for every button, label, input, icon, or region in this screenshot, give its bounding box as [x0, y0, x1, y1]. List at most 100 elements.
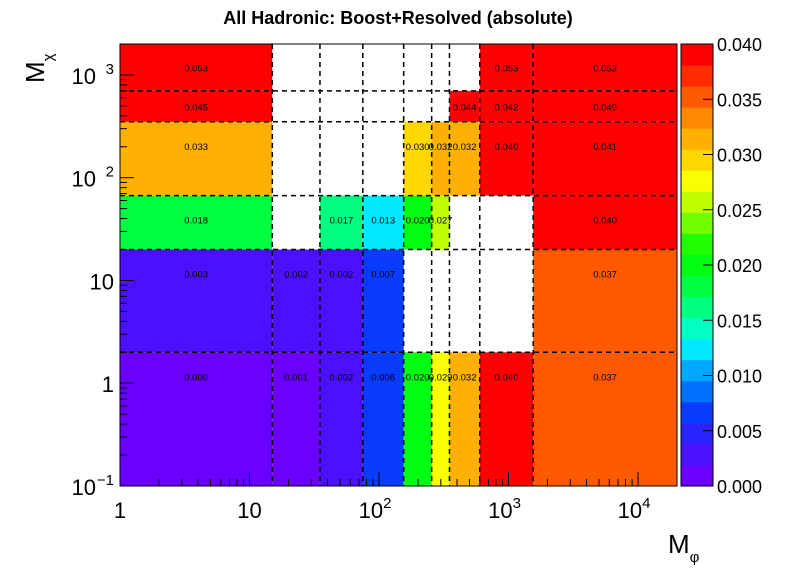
y-tick-label: 10	[72, 167, 96, 192]
cell-value-label: 0.020	[406, 216, 430, 227]
colorbar-swatch	[681, 44, 713, 66]
heatmap-cell	[120, 90, 273, 122]
colorbar-swatch	[681, 275, 713, 298]
heatmap-cell	[120, 44, 273, 91]
y-tick-label: 1	[102, 372, 114, 397]
heatmap-cells	[120, 44, 677, 486]
y-axis-label: Mχ	[20, 53, 57, 83]
colorbar-swatch	[681, 443, 713, 466]
heatmap-cell	[479, 121, 534, 196]
cell-value-label: 0.045	[184, 102, 208, 113]
heatmap-cell	[431, 195, 450, 250]
heatmap-cell	[533, 121, 677, 196]
colorbar-swatch	[681, 86, 713, 108]
x-tick-label: 1	[114, 498, 126, 523]
x-tick-label: 10	[237, 498, 261, 523]
heatmap-cell	[362, 195, 404, 250]
colorbar-swatch	[681, 212, 713, 234]
colorbar-tick-label: 0.040	[717, 35, 762, 55]
x-tick-label: 104	[618, 495, 651, 523]
plot-frame	[119, 43, 678, 487]
cell-value-label: 0.002	[330, 372, 354, 383]
colorbar-swatch	[681, 338, 713, 361]
heatmap-cell	[449, 352, 480, 486]
heatmap-cell	[431, 121, 450, 196]
cell-value-label: 0.013	[371, 216, 395, 227]
heatmap-cell	[403, 352, 432, 486]
heatmap-cell	[120, 195, 273, 250]
cell-value-label: 0.007	[371, 270, 395, 281]
colorbar-tick-label: 0.030	[717, 146, 762, 166]
cell-value-label: 0.053	[495, 63, 519, 74]
colorbar-tick-label: 0.015	[717, 311, 762, 331]
heatmap-cell	[362, 352, 404, 486]
colorbar-swatch	[681, 422, 713, 445]
colorbar-swatch	[681, 65, 713, 87]
colorbar-swatch	[681, 191, 713, 213]
heatmap-cell	[533, 44, 677, 91]
cell-value-label: 0.044	[453, 102, 477, 113]
x-tick-label: 102	[359, 495, 392, 523]
chart-title: All Hadronic: Boost+Resolved (absolute)	[223, 8, 573, 28]
cell-value-label: 0.037	[593, 372, 617, 383]
heatmap-cell	[449, 90, 480, 122]
cell-value-label: 0.053	[593, 63, 617, 74]
colorbar-swatch	[681, 233, 713, 255]
heatmap-cell	[272, 249, 320, 353]
heatmap-cell	[319, 195, 363, 250]
colorbar-tick-label: 0.010	[717, 367, 762, 387]
cell-value-label: 0.003	[184, 270, 208, 281]
colorbar-swatch	[681, 464, 713, 487]
heatmap-cell	[362, 249, 404, 353]
heatmap-cell	[479, 90, 534, 122]
y-tick-exponent: −1	[97, 472, 114, 489]
cell-value-label: 0.040	[593, 216, 617, 227]
x-tick-label: 103	[488, 495, 521, 523]
cell-value-label: 0.033	[184, 142, 208, 153]
heatmap-cell	[120, 352, 273, 486]
heatmap-cell	[479, 352, 534, 486]
colorbar-tick-label: 0.035	[717, 90, 762, 110]
cell-value-label: 0.030	[406, 142, 430, 153]
heatmap-cell	[403, 121, 432, 196]
y-tick-exponent: 2	[106, 164, 114, 181]
cell-value-label: 0.032	[453, 142, 477, 153]
colorbar-swatch	[681, 149, 713, 171]
cell-value-label: 0.037	[593, 270, 617, 281]
y-tick-label: 10	[90, 269, 114, 294]
colorbar-swatch	[681, 317, 713, 340]
color-scale: 0.000 0.005 0.010 0.015 0.020 0.025 0.030 0.035…	[680, 35, 762, 497]
heatmap-cell	[272, 352, 320, 486]
cell-value-label: 0.027	[429, 216, 453, 227]
heatmap-cell	[449, 121, 480, 196]
colorbar-swatch	[681, 380, 713, 403]
heatmap-cell	[479, 44, 534, 91]
y-tick-label: 10	[72, 64, 96, 89]
colorbar-tick-label: 0.025	[717, 201, 762, 221]
colorbar-tick-label: 0.000	[717, 477, 762, 497]
cell-value-labels: 0.000 0.001 0.002 0.006 0.020 0.029 0.032 0.040…	[184, 63, 617, 383]
cell-value-label: 0.040	[495, 372, 519, 383]
y-tick-label: 10	[72, 475, 96, 500]
heatmap-cell	[431, 352, 450, 486]
colorbar-swatch	[681, 254, 713, 277]
cell-value-label: 0.029	[429, 372, 453, 383]
colorbar-tick-label: 0.020	[717, 256, 762, 276]
heatmap-cell	[120, 249, 273, 353]
cell-value-label: 0.042	[495, 102, 519, 113]
cell-value-label: 0.002	[284, 270, 308, 281]
heatmap-cell	[319, 249, 363, 353]
cell-value-label: 0.001	[284, 372, 308, 383]
cell-value-label: 0.049	[593, 102, 617, 113]
heatmap-cell	[533, 90, 677, 122]
cell-value-label: 0.053	[184, 63, 208, 74]
cell-value-label: 0.020	[406, 372, 430, 383]
colorbar-swatch	[681, 107, 713, 129]
cell-value-label: 0.032	[453, 372, 477, 383]
heatmap-cell	[403, 195, 432, 250]
colorbar-tick-label: 0.005	[717, 422, 762, 442]
cell-value-label: 0.040	[495, 142, 519, 153]
y-tick-exponent: 3	[106, 61, 114, 78]
